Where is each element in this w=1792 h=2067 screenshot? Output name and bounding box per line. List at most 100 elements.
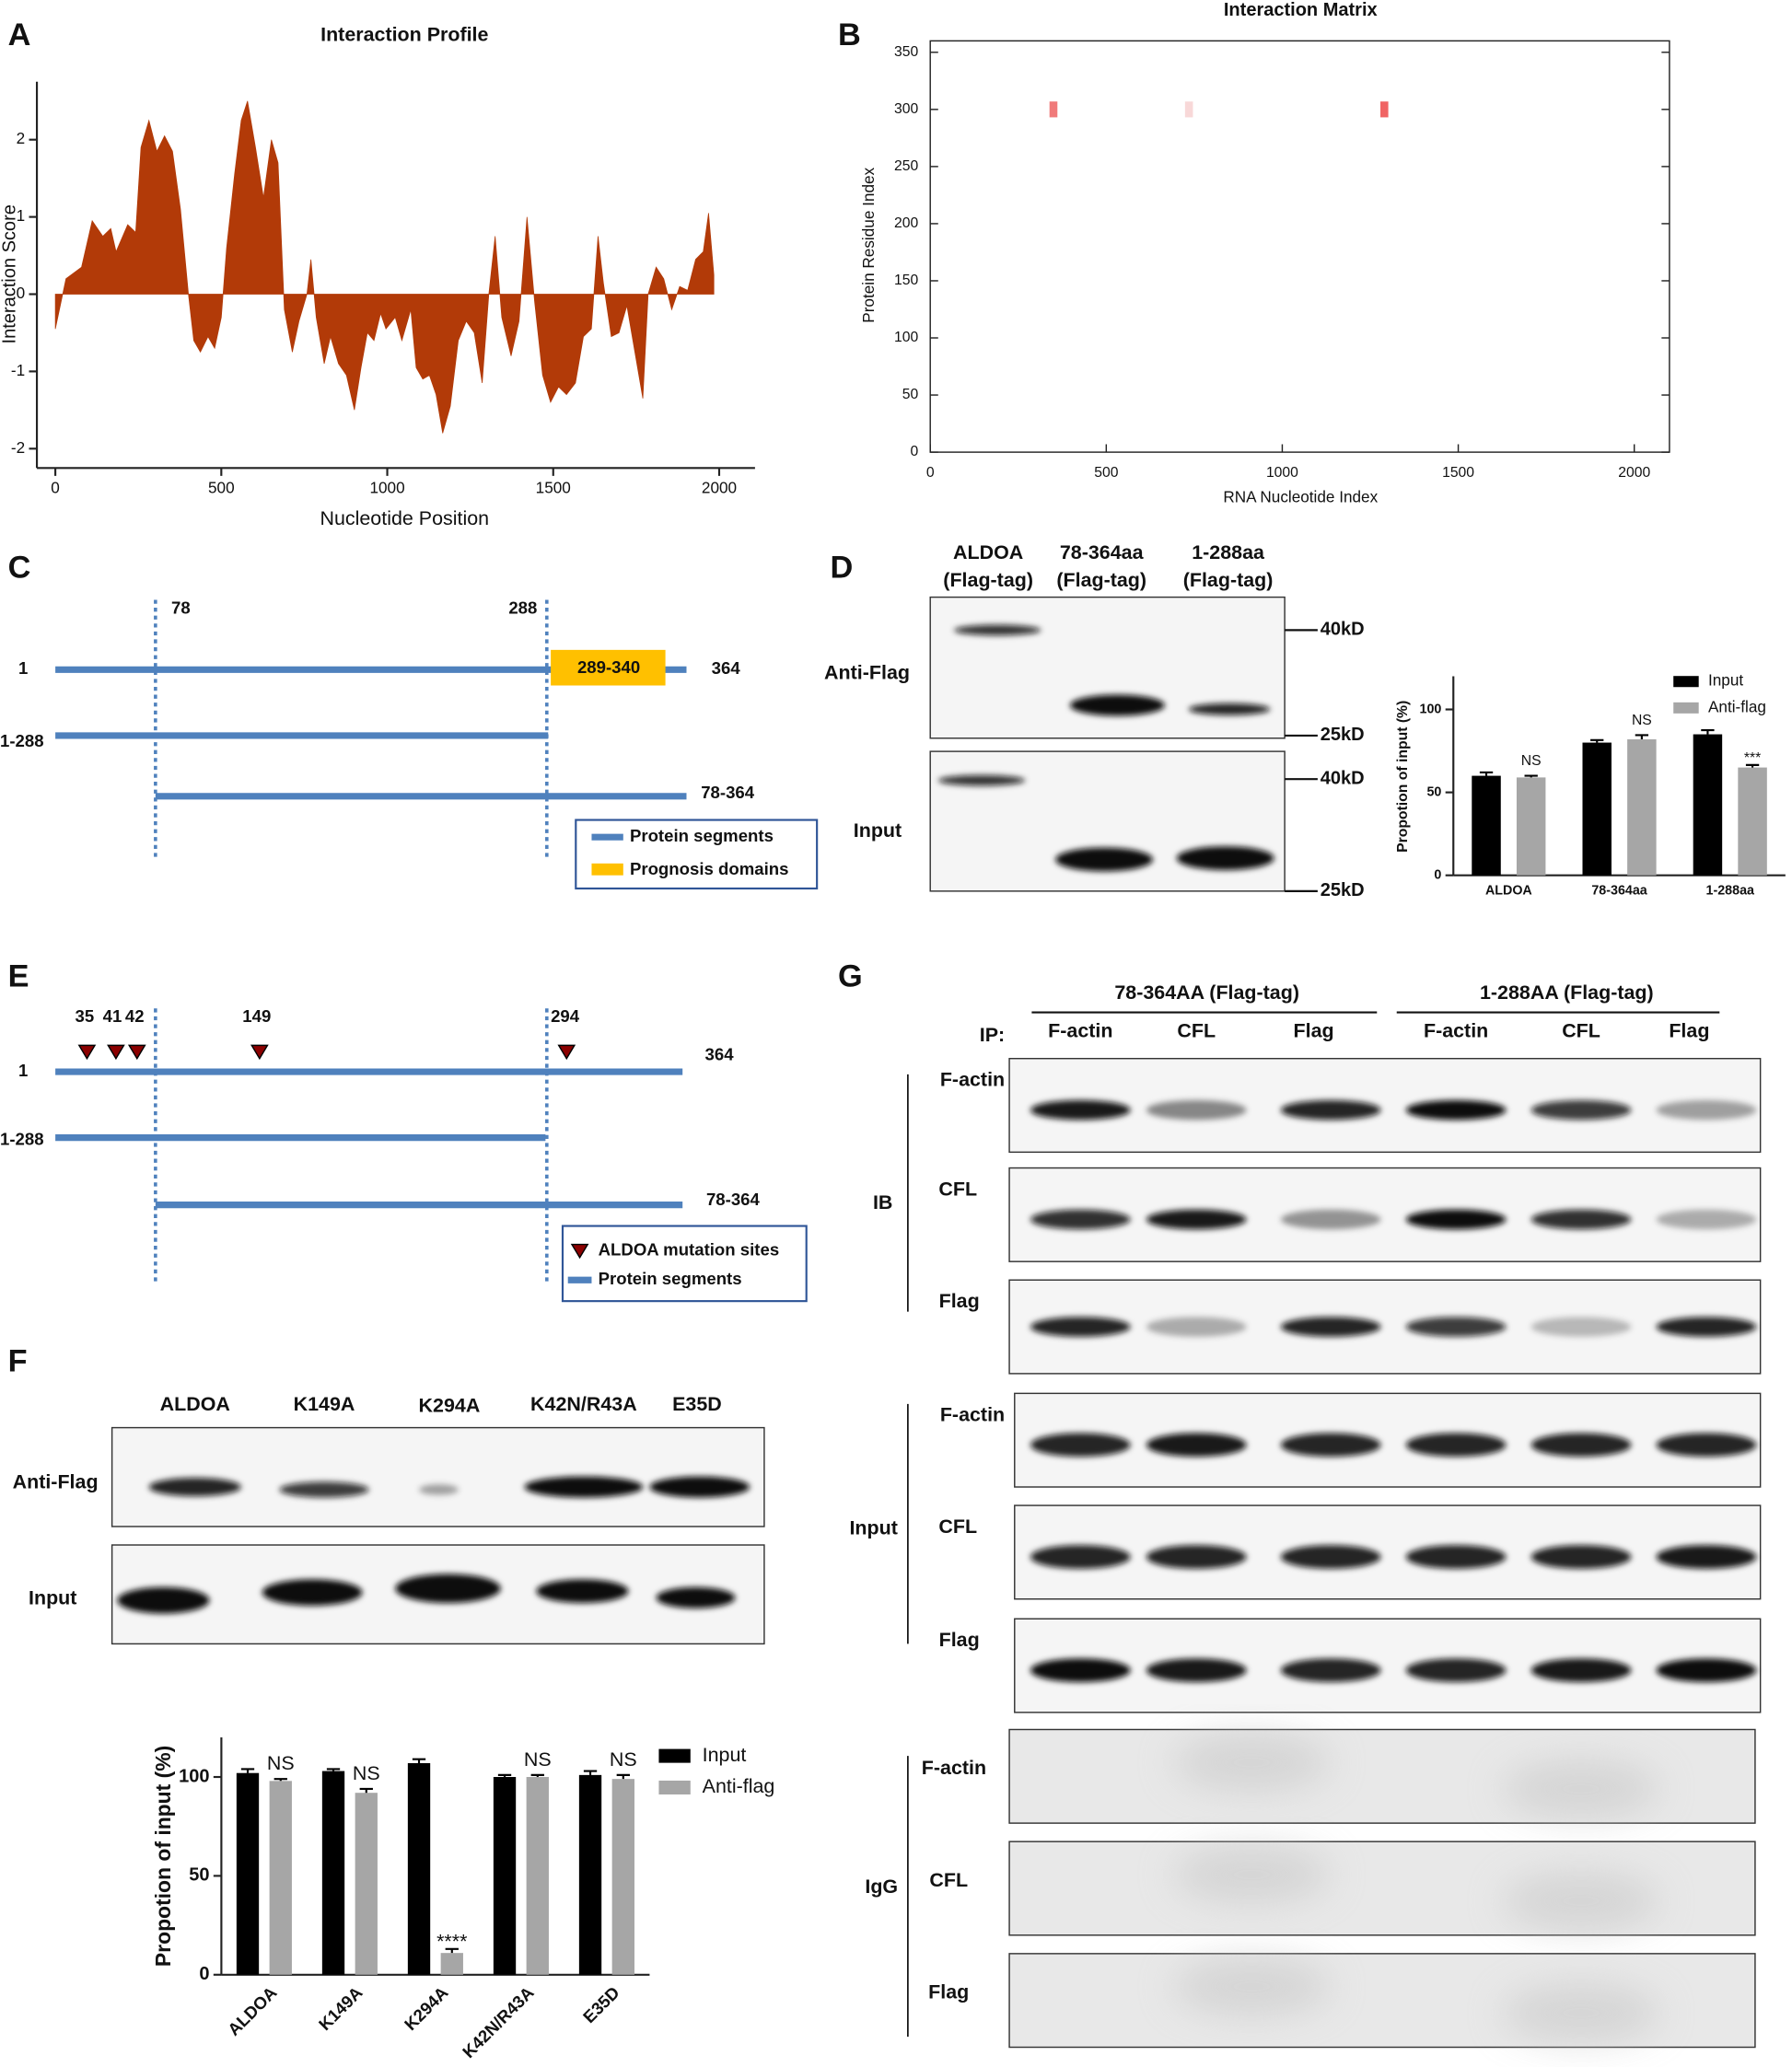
- site-label: 42: [125, 1006, 145, 1026]
- segment-start: 1: [18, 658, 28, 678]
- y-tick-label: -2: [11, 438, 25, 457]
- band: [1280, 1317, 1381, 1337]
- x-tick-label: 1500: [1442, 465, 1474, 481]
- x-tick-label: K42N/R43A: [459, 1982, 538, 2061]
- y-tick-label: 50: [1426, 784, 1441, 799]
- band: [1656, 1099, 1757, 1121]
- y-axis-label: Interaction Score: [0, 204, 20, 343]
- band: [649, 1476, 751, 1498]
- domain-label: 289-340: [577, 657, 640, 677]
- row-label: CFL: [938, 1515, 977, 1538]
- band: [937, 774, 1026, 786]
- x-tick-label: ALDOA: [224, 1982, 281, 2039]
- position-label: 78: [171, 598, 191, 617]
- error-bar: [1524, 774, 1538, 778]
- position-label: 288: [508, 598, 537, 617]
- diagram-c: C 78 288 289-340 1 364 1-288 78-364 Prot…: [0, 551, 819, 890]
- annotation: NS: [1521, 753, 1542, 769]
- blot-box: [1008, 1167, 1762, 1262]
- segment-end: 364: [705, 1045, 735, 1064]
- size-label: 25kD: [1321, 725, 1365, 745]
- panel-label: C: [8, 551, 31, 586]
- band: [1030, 1209, 1131, 1230]
- segment-label: 1-288: [0, 731, 44, 750]
- size-ticks: [1285, 629, 1318, 892]
- band: [524, 1476, 644, 1498]
- legend-swatch: [591, 863, 623, 876]
- y-tick-label: 0: [17, 284, 26, 302]
- legend-label: Protein segments: [630, 826, 774, 845]
- lane-header: (Flag-tag): [943, 569, 1033, 591]
- panel-label: D: [830, 551, 853, 586]
- x-tick-label: K149A: [315, 1982, 367, 2034]
- site-label: 41: [103, 1006, 122, 1026]
- blot-d: D ALDOA (Flag-tag) 78-364aa (Flag-tag) 1…: [824, 541, 1365, 900]
- group-header: 78-364AA (Flag-tag): [1114, 981, 1299, 1004]
- blot-box: [1008, 1279, 1762, 1375]
- y-axis-label: Protein Residue Index: [859, 167, 878, 322]
- y-tick-label: 100: [894, 330, 918, 345]
- band: [395, 1573, 501, 1604]
- annotation: NS: [1632, 713, 1652, 728]
- row-label: CFL: [929, 1869, 968, 1891]
- blot-box: [929, 596, 1286, 739]
- size-label: 40kD: [1321, 620, 1365, 640]
- legend-label: Prognosis domains: [630, 859, 788, 878]
- y-tick-label: 100: [1420, 702, 1442, 716]
- band: [1030, 1099, 1131, 1121]
- bar: [355, 1793, 378, 1975]
- band: [1280, 1545, 1381, 1569]
- band: [1405, 1209, 1507, 1230]
- band: [1280, 1658, 1381, 1682]
- site-label: 149: [242, 1006, 271, 1026]
- band: [1146, 1317, 1247, 1337]
- band: [1405, 1658, 1507, 1682]
- band: [419, 1484, 459, 1495]
- smudge: [1172, 1957, 1332, 2016]
- error-bar: [326, 1768, 341, 1771]
- lane-header: (Flag-tag): [1183, 569, 1274, 591]
- legend-label: Anti-flag: [1708, 697, 1766, 715]
- y-tick-label: -1: [11, 361, 25, 379]
- band: [117, 1586, 210, 1614]
- legend-box: [575, 819, 819, 890]
- x-tick-label: 1-288aa: [1706, 884, 1756, 899]
- x-tick-label: K294A: [401, 1982, 452, 2034]
- x-tick-label: ALDOA: [1485, 884, 1532, 899]
- band: [1530, 1209, 1632, 1230]
- band: [1280, 1433, 1381, 1457]
- x-tick-label: 2000: [702, 479, 737, 497]
- legend-label: Input: [703, 1744, 747, 1766]
- row-label: Anti-Flag: [13, 1470, 99, 1492]
- band: [1405, 1545, 1507, 1569]
- x-tick-label: 0: [926, 465, 935, 481]
- segment-end: 364: [712, 658, 741, 678]
- band: [1405, 1099, 1507, 1121]
- band: [1530, 1317, 1632, 1337]
- lane-header: CFL: [1562, 1020, 1600, 1042]
- error-bar: [1745, 763, 1760, 768]
- smudge: [1502, 1759, 1660, 1818]
- legend-label: Anti-flag: [703, 1775, 775, 1797]
- panel-label: A: [8, 17, 31, 52]
- legend-box: [561, 1225, 808, 1303]
- section-label: IB: [873, 1191, 892, 1213]
- segment-label: 1-288: [0, 1129, 44, 1148]
- band: [1146, 1545, 1247, 1569]
- smudge: [1172, 1845, 1332, 1904]
- band: [1030, 1658, 1131, 1682]
- blot-g: G 78-364AA (Flag-tag) 1-288AA (Flag-tag)…: [838, 958, 1720, 2038]
- annotation: ****: [436, 1930, 468, 1952]
- error-bar: [583, 1770, 598, 1775]
- band: [1146, 1433, 1247, 1457]
- point: [1184, 101, 1193, 118]
- legend-swatch: [1673, 702, 1699, 714]
- band: [1280, 1099, 1381, 1121]
- y-tick-label: 100: [179, 1766, 209, 1786]
- blot-box: [1014, 1392, 1762, 1488]
- blot-box: [1008, 1057, 1762, 1154]
- lane-header: E35D: [672, 1393, 722, 1415]
- x-tick-label: 2000: [1618, 465, 1650, 481]
- error-bar: [530, 1773, 544, 1778]
- error-bar: [497, 1773, 512, 1778]
